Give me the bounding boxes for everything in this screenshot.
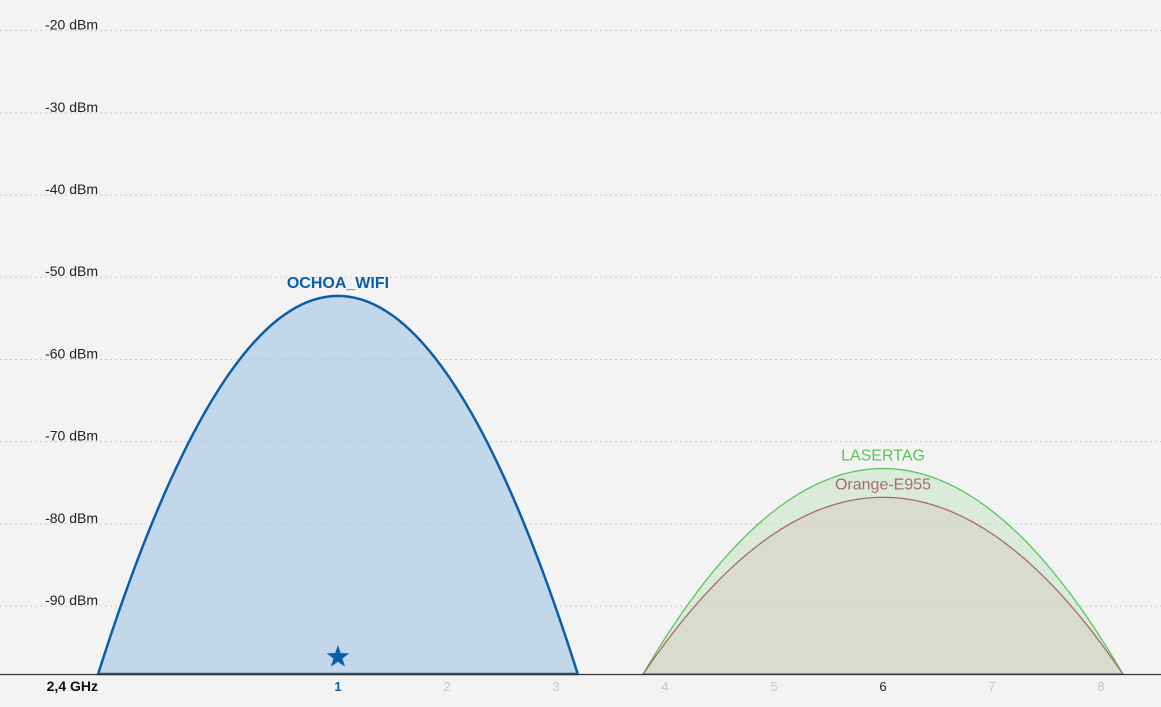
y-tick-label: -30 dBm: [45, 99, 98, 115]
x-tick-label: 4: [661, 679, 668, 694]
y-axis: -20 dBm -30 dBm -40 dBm -50 dBm -60 dBm -70 d…: [45, 17, 98, 608]
grid-layer: [0, 30, 1161, 607]
series-layer: [96, 294, 1125, 676]
x-tick-label: 1: [334, 679, 341, 694]
star-icon: [326, 645, 350, 667]
series-area-lasertag: [642, 467, 1124, 675]
y-tick-label: -90 dBm: [45, 592, 98, 608]
series-labels: LASERTAG Orange-E955 OCHOA_WIFI: [287, 275, 931, 493]
marker-layer: [326, 645, 350, 667]
series-area-ochoa-wifi: [96, 294, 579, 676]
y-tick-label: -50 dBm: [45, 263, 98, 279]
x-tick-label: 6: [879, 679, 886, 694]
x-tick-label: 2: [443, 679, 450, 694]
y-tick-label: -40 dBm: [45, 181, 98, 197]
series-label-orange-e955: Orange-E955: [835, 476, 931, 493]
x-tick-label: 5: [770, 679, 777, 694]
y-tick-label: -20 dBm: [45, 17, 98, 33]
y-tick-label: -60 dBm: [45, 345, 98, 361]
series-label-ochoa-wifi: OCHOA_WIFI: [287, 275, 389, 292]
band-label[interactable]: 2,4 GHz: [47, 678, 98, 694]
series-area-orange-e955: [641, 496, 1125, 675]
y-tick-label: -80 dBm: [45, 510, 98, 526]
y-tick-label: -70 dBm: [45, 428, 98, 444]
x-tick-label: 8: [1097, 679, 1104, 694]
x-tick-label: 7: [988, 679, 995, 694]
x-tick-label: 3: [552, 679, 559, 694]
series-label-lasertag: LASERTAG: [841, 448, 925, 465]
x-axis: 1 2 3 4 5 6 7 8: [334, 679, 1104, 694]
